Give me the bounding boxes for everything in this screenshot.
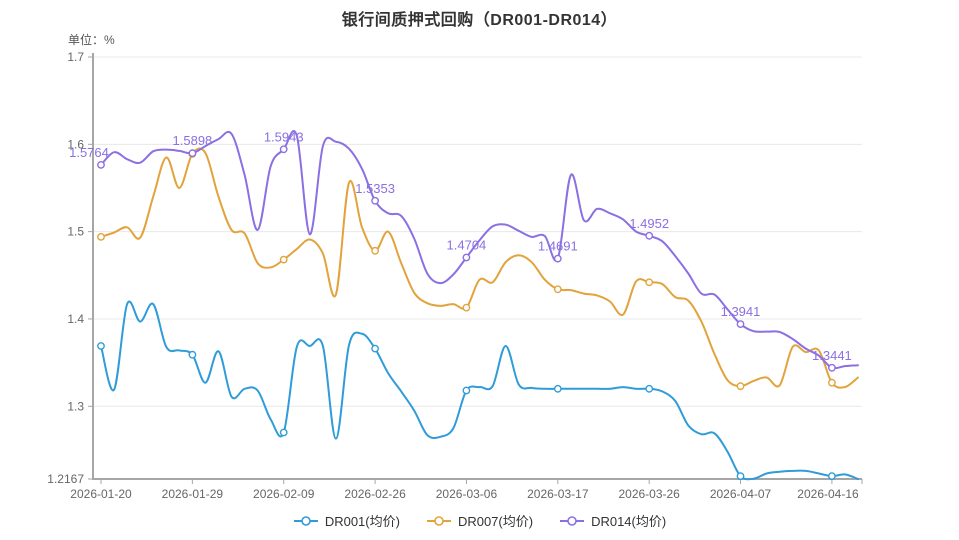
data-point-marker-dr001[interactable] bbox=[188, 350, 197, 359]
data-point-marker-dr001[interactable] bbox=[97, 342, 105, 350]
series-line-dr014 bbox=[100, 130, 859, 370]
legend-marker-dr001 bbox=[293, 515, 318, 526]
series-dr007 bbox=[97, 147, 859, 391]
y-axis-label: 1.5 bbox=[67, 225, 84, 239]
data-point-marker-dr014[interactable] bbox=[736, 320, 745, 328]
legend-item-dr001[interactable]: DR001(均价) bbox=[293, 511, 400, 530]
value-annotation: 1.3941 bbox=[721, 304, 761, 319]
data-point-marker-dr014[interactable] bbox=[645, 231, 654, 240]
x-axis-label: 2026-03-17 bbox=[527, 487, 589, 501]
series-dr001 bbox=[97, 300, 859, 481]
y-axis-label: 1.7 bbox=[67, 50, 84, 64]
x-axis-label: 2026-01-20 bbox=[70, 487, 132, 501]
x-axis-label: 2026-04-16 bbox=[797, 487, 859, 501]
data-point-marker-dr007[interactable] bbox=[553, 285, 562, 294]
value-annotation: 1.3441 bbox=[812, 348, 852, 363]
grid-lines: 1.7 1.6 1.5 1.4 1.3 1.2167 bbox=[47, 50, 862, 486]
data-point-marker-dr014[interactable] bbox=[279, 145, 288, 154]
value-annotation: 1.5898 bbox=[173, 133, 213, 148]
chart-title: 银行间质押式回购（DR001-DR014） bbox=[341, 12, 618, 29]
data-point-marker-dr007[interactable] bbox=[279, 255, 288, 264]
unit-label: 单位：% bbox=[68, 33, 115, 47]
data-point-marker-dr014[interactable] bbox=[188, 149, 197, 158]
value-annotation: 1.5353 bbox=[355, 181, 395, 196]
series-line-dr001 bbox=[100, 300, 859, 481]
data-point-marker-dr001[interactable] bbox=[279, 428, 288, 437]
y-axis-label: 1.2167 bbox=[47, 472, 84, 486]
legend-label: DR007(均价) bbox=[457, 514, 534, 529]
chart-legend: DR001(均价) DR007(均价) DR014(均价) bbox=[0, 511, 959, 530]
value-annotation: 1.4952 bbox=[629, 216, 669, 231]
x-axis-label: 2026-03-26 bbox=[618, 487, 680, 501]
data-point-marker-dr007[interactable] bbox=[371, 246, 379, 255]
data-point-marker-dr001[interactable] bbox=[553, 384, 562, 393]
value-annotation: 1.4704 bbox=[447, 238, 487, 253]
legend-marker-dr007 bbox=[426, 515, 451, 526]
legend-label: DR014(均价) bbox=[591, 514, 667, 529]
legend-item-dr007[interactable]: DR007(均价) bbox=[426, 511, 533, 530]
data-point-marker-dr007[interactable] bbox=[97, 232, 105, 241]
y-axis-label: 1.4 bbox=[67, 312, 84, 326]
data-point-marker-dr001[interactable] bbox=[828, 472, 836, 480]
data-point-marker-dr001[interactable] bbox=[736, 472, 745, 480]
data-point-marker-dr007[interactable] bbox=[828, 378, 836, 387]
value-annotation: 1.5764 bbox=[69, 145, 109, 160]
y-axis-label: 1.6 bbox=[67, 137, 84, 151]
data-point-marker-dr014[interactable] bbox=[828, 363, 836, 372]
x-axis-label: 2026-03-06 bbox=[436, 487, 498, 501]
series-line-dr007 bbox=[100, 147, 859, 389]
data-point-marker-dr014[interactable] bbox=[97, 160, 105, 169]
x-axis-label: 2026-01-29 bbox=[162, 487, 224, 501]
data-point-marker-dr007[interactable] bbox=[736, 382, 745, 391]
data-point-marker-dr014[interactable] bbox=[553, 254, 562, 263]
legend-marker-dr014 bbox=[560, 515, 585, 526]
series-dr014: 1.5764 1.5898 1.5943 1.5353 1.4704 1.4691 1.49… bbox=[69, 129, 859, 372]
data-point-marker-dr001[interactable] bbox=[462, 386, 471, 395]
data-point-marker-dr007[interactable] bbox=[645, 278, 654, 287]
data-point-marker-dr014[interactable] bbox=[462, 253, 471, 262]
data-point-marker-dr001[interactable] bbox=[371, 344, 379, 353]
value-annotation: 1.4691 bbox=[538, 239, 578, 254]
x-axis-label: 2026-02-09 bbox=[253, 487, 315, 501]
data-point-marker-dr001[interactable] bbox=[645, 384, 654, 393]
axes: 2026-01-20 2026-01-29 2026-02-09 2026-02-26… bbox=[70, 53, 863, 501]
legend-label: DR001(均价) bbox=[324, 514, 400, 529]
legend-item-dr014[interactable]: DR014(均价) bbox=[559, 511, 666, 530]
data-point-marker-dr007[interactable] bbox=[462, 303, 471, 312]
x-axis-label: 2026-02-26 bbox=[344, 487, 406, 501]
y-axis-label: 1.3 bbox=[67, 399, 84, 413]
value-annotation: 1.5943 bbox=[264, 129, 304, 144]
x-axis-label: 2026-04-07 bbox=[710, 487, 772, 501]
data-point-marker-dr014[interactable] bbox=[371, 196, 379, 205]
